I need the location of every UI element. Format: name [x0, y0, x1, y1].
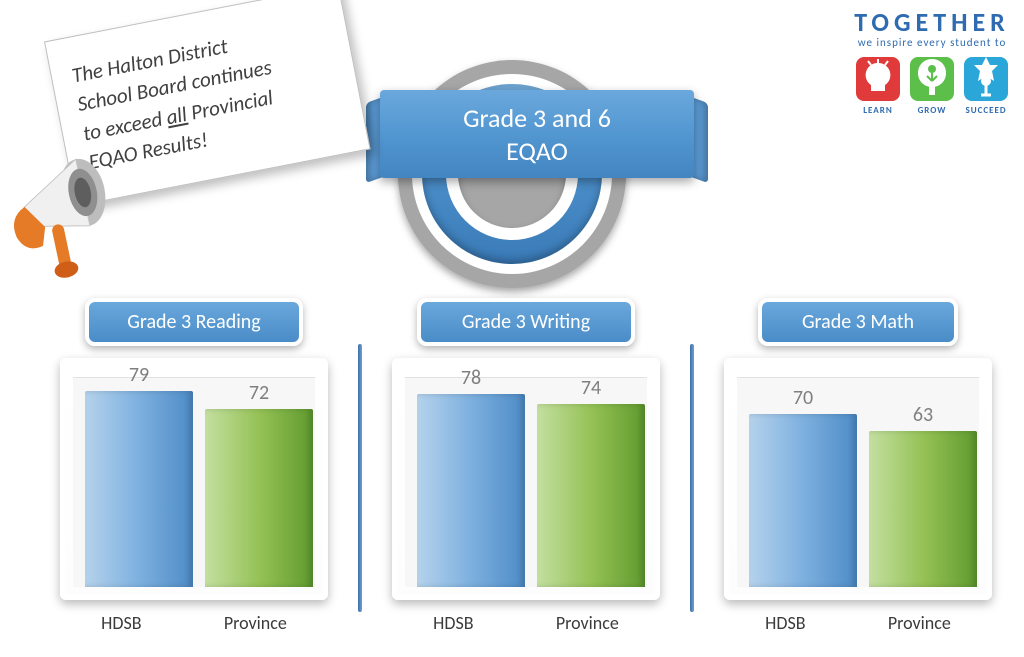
logo-word: TOGETHER	[854, 6, 1010, 38]
x-labels: HDSB Province	[724, 612, 992, 634]
x-labels: HDSB Province	[60, 612, 328, 634]
x-label-hdsb: HDSB	[433, 612, 473, 634]
bar-value-hdsb: 79	[129, 363, 149, 387]
bar-value-province: 74	[581, 376, 601, 400]
chart-title: Grade 3 Reading	[127, 310, 260, 334]
chart-title: Grade 3 Writing	[462, 310, 590, 334]
tree-icon	[908, 55, 956, 103]
bar-value-hdsb: 70	[793, 386, 813, 410]
badge-label: SUCCEED	[962, 105, 1010, 116]
chart-title: Grade 3 Math	[802, 310, 914, 334]
ribbon-face: Grade 3 and 6 EQAO	[380, 90, 694, 178]
chart-area: 70 63	[737, 377, 979, 587]
charts-row: Grade 3 Reading7972HDSBProvinceGrade 3 W…	[60, 298, 992, 634]
bar-hdsb	[85, 391, 193, 587]
bar-hdsb	[749, 414, 857, 587]
x-label-province: Province	[556, 612, 619, 634]
bar-province	[205, 409, 313, 587]
bar-hdsb	[417, 394, 525, 587]
x-label-hdsb: HDSB	[101, 612, 141, 634]
x-label-province: Province	[888, 612, 951, 634]
bar-value-province: 72	[249, 381, 269, 405]
bar-province	[869, 431, 977, 587]
chart-head: Grade 3 Math	[758, 298, 958, 346]
chart-area: 7972	[73, 377, 315, 587]
x-labels: HDSB Province	[392, 612, 660, 634]
logo-badges: LEARN GROW SUCCEED	[854, 55, 1010, 116]
together-logo: TOGETHER we inspire every student to LEA…	[854, 6, 1010, 116]
title-line1: Grade 3 and 6	[380, 102, 694, 135]
chart-2: Grade 3 Math 70 63 HDSB Province	[724, 298, 992, 634]
chart-separator	[690, 344, 694, 612]
bar-province	[537, 404, 645, 587]
bar-value-province: 63	[913, 403, 933, 427]
bar-value-hdsb: 78	[461, 366, 481, 390]
badge-label: LEARN	[854, 105, 902, 116]
title-ribbon: Grade 3 and 6 EQAO	[380, 90, 694, 178]
x-label-province: Province	[224, 612, 287, 634]
chart-separator	[358, 344, 362, 612]
badge-succeed: SUCCEED	[962, 55, 1010, 116]
chart-head: Grade 3 Reading	[85, 298, 303, 346]
bulb-icon	[854, 55, 902, 103]
star-icon	[962, 55, 1010, 103]
badge-learn: LEARN	[854, 55, 902, 116]
chart-area: 7874	[405, 377, 647, 587]
chart-1: Grade 3 Writing 78 74 HDSB Province	[392, 298, 660, 634]
chart-card: 78 74	[392, 358, 660, 600]
badge-grow: GROW	[908, 55, 956, 116]
badge-label: GROW	[908, 105, 956, 116]
chart-0: Grade 3 Reading 79 72 HDSB Province	[60, 298, 328, 634]
chart-card: 70 63	[724, 358, 992, 600]
chart-card: 79 72	[60, 358, 328, 600]
logo-subtitle: we inspire every student to	[854, 36, 1010, 49]
x-label-hdsb: HDSB	[765, 612, 805, 634]
chart-head: Grade 3 Writing	[417, 298, 635, 346]
title-line2: EQAO	[380, 135, 694, 168]
